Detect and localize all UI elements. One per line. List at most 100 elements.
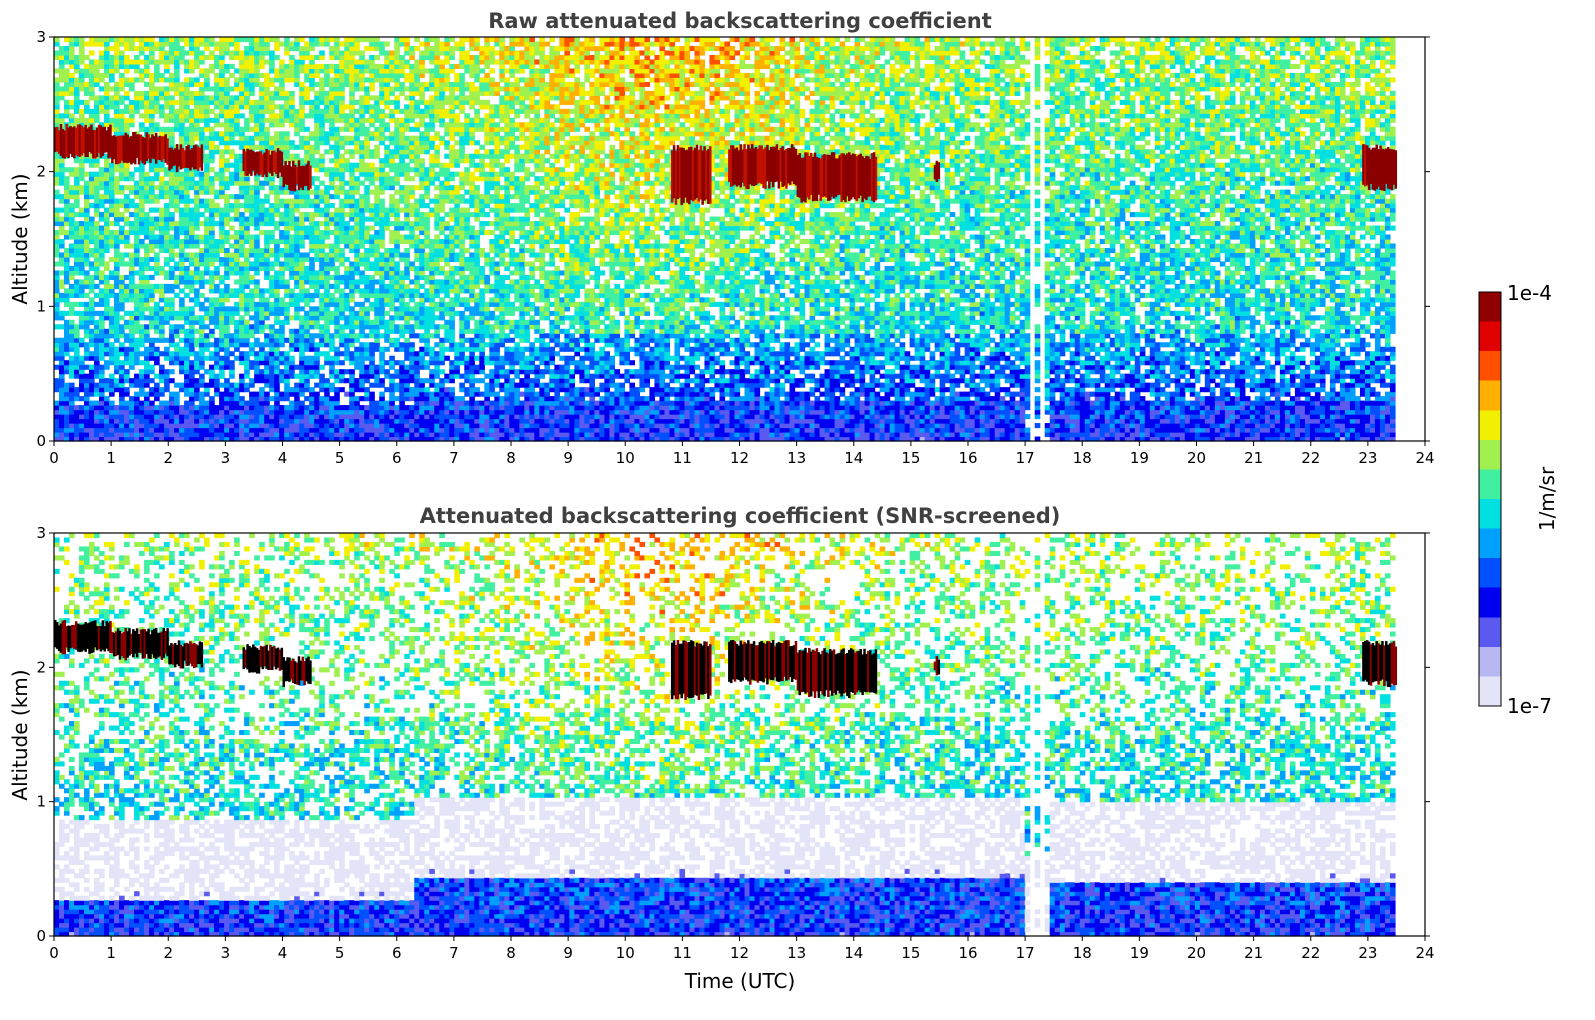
heatmap-cell	[189, 208, 195, 213]
heatmap-cell	[119, 275, 125, 280]
heatmap-cell	[69, 172, 75, 177]
heatmap-cell	[394, 374, 400, 379]
heatmap-cell	[139, 329, 145, 334]
heatmap-cell	[89, 91, 95, 96]
heatmap-cell	[119, 217, 125, 222]
heatmap-cell	[159, 365, 165, 370]
heatmap-cell	[94, 266, 100, 271]
heatmap-cell	[79, 324, 85, 329]
heatmap-cell	[224, 194, 230, 199]
heatmap-cell	[204, 185, 210, 190]
heatmap-cell	[384, 401, 390, 406]
heatmap-cell	[199, 392, 205, 397]
heatmap-cell	[69, 342, 75, 347]
heatmap-cell	[164, 423, 170, 428]
heatmap-cell	[159, 293, 165, 298]
heatmap-cell	[184, 405, 190, 410]
heatmap-cell	[274, 311, 280, 316]
heatmap-cell	[74, 387, 80, 392]
heatmap-cell	[219, 59, 225, 64]
heatmap-cell	[219, 235, 225, 240]
heatmap-cell	[134, 288, 140, 293]
heatmap-cell	[84, 68, 90, 73]
heatmap-cell	[324, 82, 330, 87]
heatmap-cell	[149, 284, 155, 289]
heatmap-cell	[189, 181, 195, 186]
heatmap-cell	[194, 212, 200, 217]
heatmap-cell	[329, 365, 335, 370]
heatmap-cell	[109, 378, 115, 383]
heatmap-cell	[204, 158, 210, 163]
heatmap-cell	[304, 356, 310, 361]
heatmap-cell	[349, 405, 355, 410]
heatmap-cell	[184, 369, 190, 374]
heatmap-cell	[79, 387, 85, 392]
heatmap-cell	[79, 239, 85, 244]
heatmap-cell	[64, 235, 70, 240]
heatmap-cell	[264, 405, 270, 410]
heatmap-cell	[114, 405, 120, 410]
heatmap-cell	[309, 113, 315, 118]
heatmap-cell	[264, 136, 270, 141]
heatmap-cell	[274, 315, 280, 320]
heatmap-cell	[304, 374, 310, 379]
heatmap-cell	[149, 127, 155, 132]
heatmap-cell	[139, 419, 145, 424]
heatmap-cell	[344, 230, 350, 235]
heatmap-cell	[304, 149, 310, 154]
heatmap-cell	[104, 329, 110, 334]
heatmap-cell	[109, 239, 115, 244]
heatmap-cell	[64, 396, 70, 401]
heatmap-cell	[334, 243, 340, 248]
heatmap-cell	[54, 176, 60, 181]
heatmap-cell	[349, 154, 355, 159]
heatmap-cell	[349, 64, 355, 69]
heatmap-cell	[289, 59, 295, 64]
heatmap-cell	[164, 91, 170, 96]
heatmap-cell	[164, 302, 170, 307]
heatmap-cell	[354, 217, 360, 222]
heatmap-cell	[394, 68, 400, 73]
heatmap-cell	[214, 306, 220, 311]
heatmap-cell	[314, 405, 320, 410]
heatmap-cell	[99, 419, 105, 424]
heatmap-cell	[289, 347, 295, 352]
heatmap-cell	[384, 432, 390, 437]
heatmap-cell	[344, 333, 350, 338]
heatmap-cell	[389, 154, 395, 159]
heatmap-cell	[314, 109, 320, 114]
heatmap-cell	[379, 333, 385, 338]
heatmap-cell	[154, 199, 160, 204]
heatmap-cell	[229, 419, 235, 424]
heatmap-cell	[364, 387, 370, 392]
heatmap-cell	[129, 311, 135, 316]
heatmap-cell	[219, 342, 225, 347]
heatmap-cell	[119, 113, 125, 118]
heatmap-cell	[299, 239, 305, 244]
heatmap-cell	[94, 118, 100, 123]
heatmap-cell	[354, 378, 360, 383]
heatmap-cell	[374, 405, 380, 410]
heatmap-cell	[204, 167, 210, 172]
heatmap-cell	[59, 414, 65, 419]
heatmap-cell	[149, 235, 155, 240]
heatmap-cell	[244, 252, 250, 257]
heatmap-cell	[79, 226, 85, 231]
heatmap-cell	[344, 257, 350, 262]
heatmap-cell	[109, 118, 115, 123]
heatmap-cell	[284, 405, 290, 410]
heatmap-cell	[79, 261, 85, 266]
heatmap-cell	[319, 275, 325, 280]
heatmap-cell	[379, 68, 385, 73]
heatmap-cell	[59, 91, 65, 96]
heatmap-cell	[149, 306, 155, 311]
heatmap-cell	[134, 37, 140, 42]
heatmap-cell	[284, 104, 290, 109]
heatmap-cell	[89, 279, 95, 284]
heatmap-cell	[139, 185, 145, 190]
heatmap-cell	[259, 73, 265, 78]
heatmap-cell	[389, 50, 395, 55]
heatmap-cell	[329, 118, 335, 123]
heatmap-cell	[179, 351, 185, 356]
heatmap-cell	[129, 172, 135, 177]
